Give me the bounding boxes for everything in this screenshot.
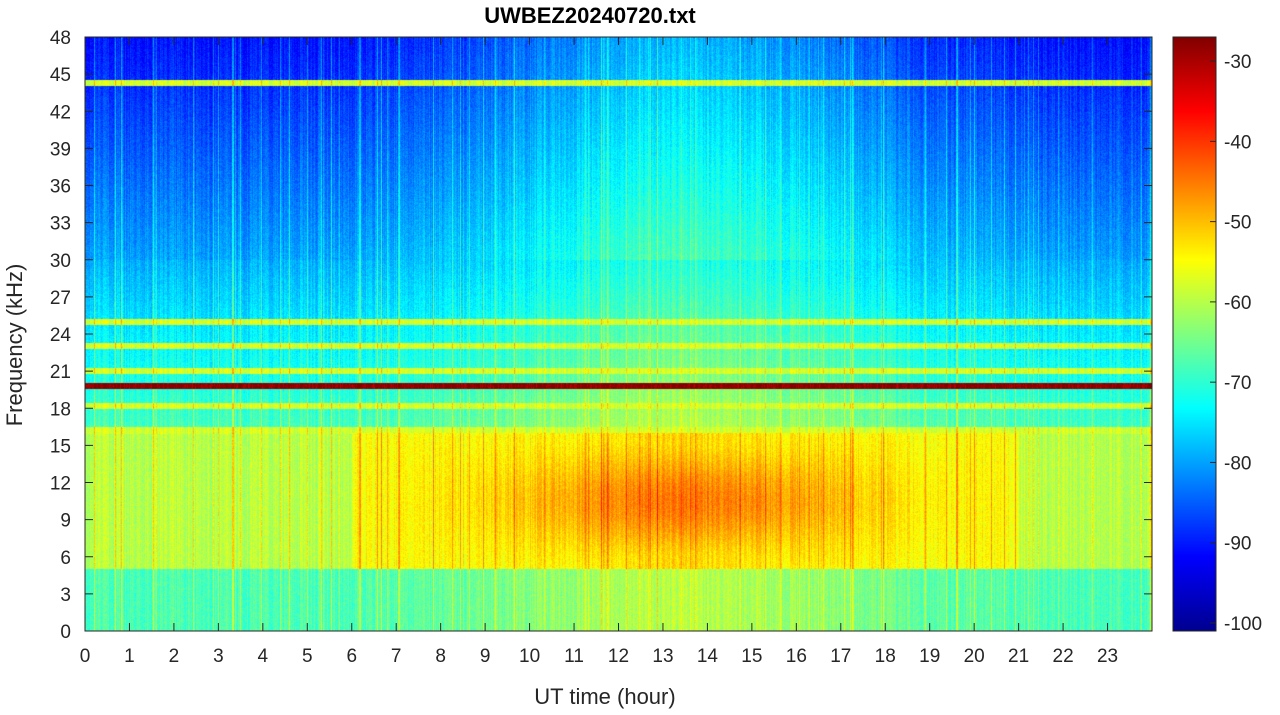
y-tick-label: 30 [50,251,71,272]
y-tick-label: 24 [50,325,72,346]
x-tick-label: 2 [169,646,180,667]
x-tick-label: 10 [519,646,540,667]
x-tick-label: 20 [964,646,985,667]
plot-area [84,36,1153,632]
x-tick-label: 21 [1008,646,1029,667]
y-tick-label: 15 [50,436,71,457]
x-tick-label: 3 [213,646,224,667]
x-tick-label: 13 [652,646,673,667]
colorbar-scale [1172,36,1217,632]
x-tick-label: 1 [124,646,135,667]
y-tick-label: 21 [50,362,71,383]
x-tick-label: 7 [391,646,402,667]
spectrogram-heatmap [85,37,1152,631]
x-tick-label: 0 [80,646,91,667]
x-tick-label: 4 [258,646,269,667]
colorbar-tick-label: -30 [1224,52,1251,73]
x-tick-label: 5 [302,646,313,667]
y-tick-label: 45 [50,65,71,86]
x-tick-label: 15 [741,646,762,667]
colorbar-tick-label: -50 [1224,213,1251,234]
y-tick-label: 6 [60,548,71,569]
x-tick-label: 6 [346,646,357,667]
x-tick-label: 14 [697,646,719,667]
x-tick-label: 11 [564,646,584,667]
y-tick-label: 48 [50,28,71,49]
y-axis-label: Frequency (kHz) [2,264,27,427]
x-tick-label: 17 [830,646,851,667]
x-tick-label: 23 [1097,646,1118,667]
colorbar-tick-label: -90 [1224,534,1251,555]
colorbar: -30 -40 -50 -60 -70 -80 -90 -100 [1172,36,1262,635]
x-axis-ticks: 0 1 2 3 4 5 6 7 8 9 10 11 12 13 14 15 16 17 18 19 20 21 22 23 [80,37,1118,667]
x-tick-label: 8 [435,646,446,667]
y-tick-label: 36 [50,177,71,198]
y-tick-label: 3 [60,585,71,606]
colorbar-tick-label: -100 [1224,614,1262,635]
colorbar-tick-label: -80 [1224,453,1251,474]
x-axis-label: UT time (hour) [534,684,675,709]
y-tick-label: 42 [50,102,71,123]
colorbar-tick-label: -70 [1224,373,1251,394]
y-tick-label: 0 [60,622,71,643]
y-tick-label: 12 [50,474,71,495]
x-tick-label: 19 [919,646,940,667]
x-tick-label: 22 [1053,646,1074,667]
y-tick-label: 33 [50,214,71,235]
x-tick-label: 18 [875,646,896,667]
colorbar-ticks: -30 -40 -50 -60 -70 -80 -90 -100 [1210,52,1262,635]
y-tick-label: 18 [50,399,71,420]
colorbar-tick-label: -40 [1224,132,1251,153]
colorbar-tick-label: -60 [1224,293,1251,314]
y-tick-label: 39 [50,139,71,160]
x-tick-label: 16 [786,646,807,667]
y-tick-label: 9 [60,511,71,532]
y-tick-label: 27 [50,288,71,309]
x-tick-label: 12 [608,646,629,667]
x-tick-label: 9 [480,646,491,667]
chart-title: UWBEZ20240720.txt [484,3,696,28]
